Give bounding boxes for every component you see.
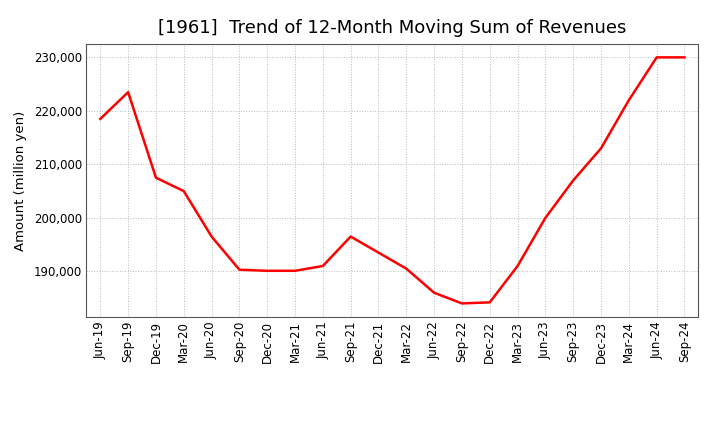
Title: [1961]  Trend of 12-Month Moving Sum of Revenues: [1961] Trend of 12-Month Moving Sum of R… [158,19,626,37]
Y-axis label: Amount (million yen): Amount (million yen) [14,110,27,250]
